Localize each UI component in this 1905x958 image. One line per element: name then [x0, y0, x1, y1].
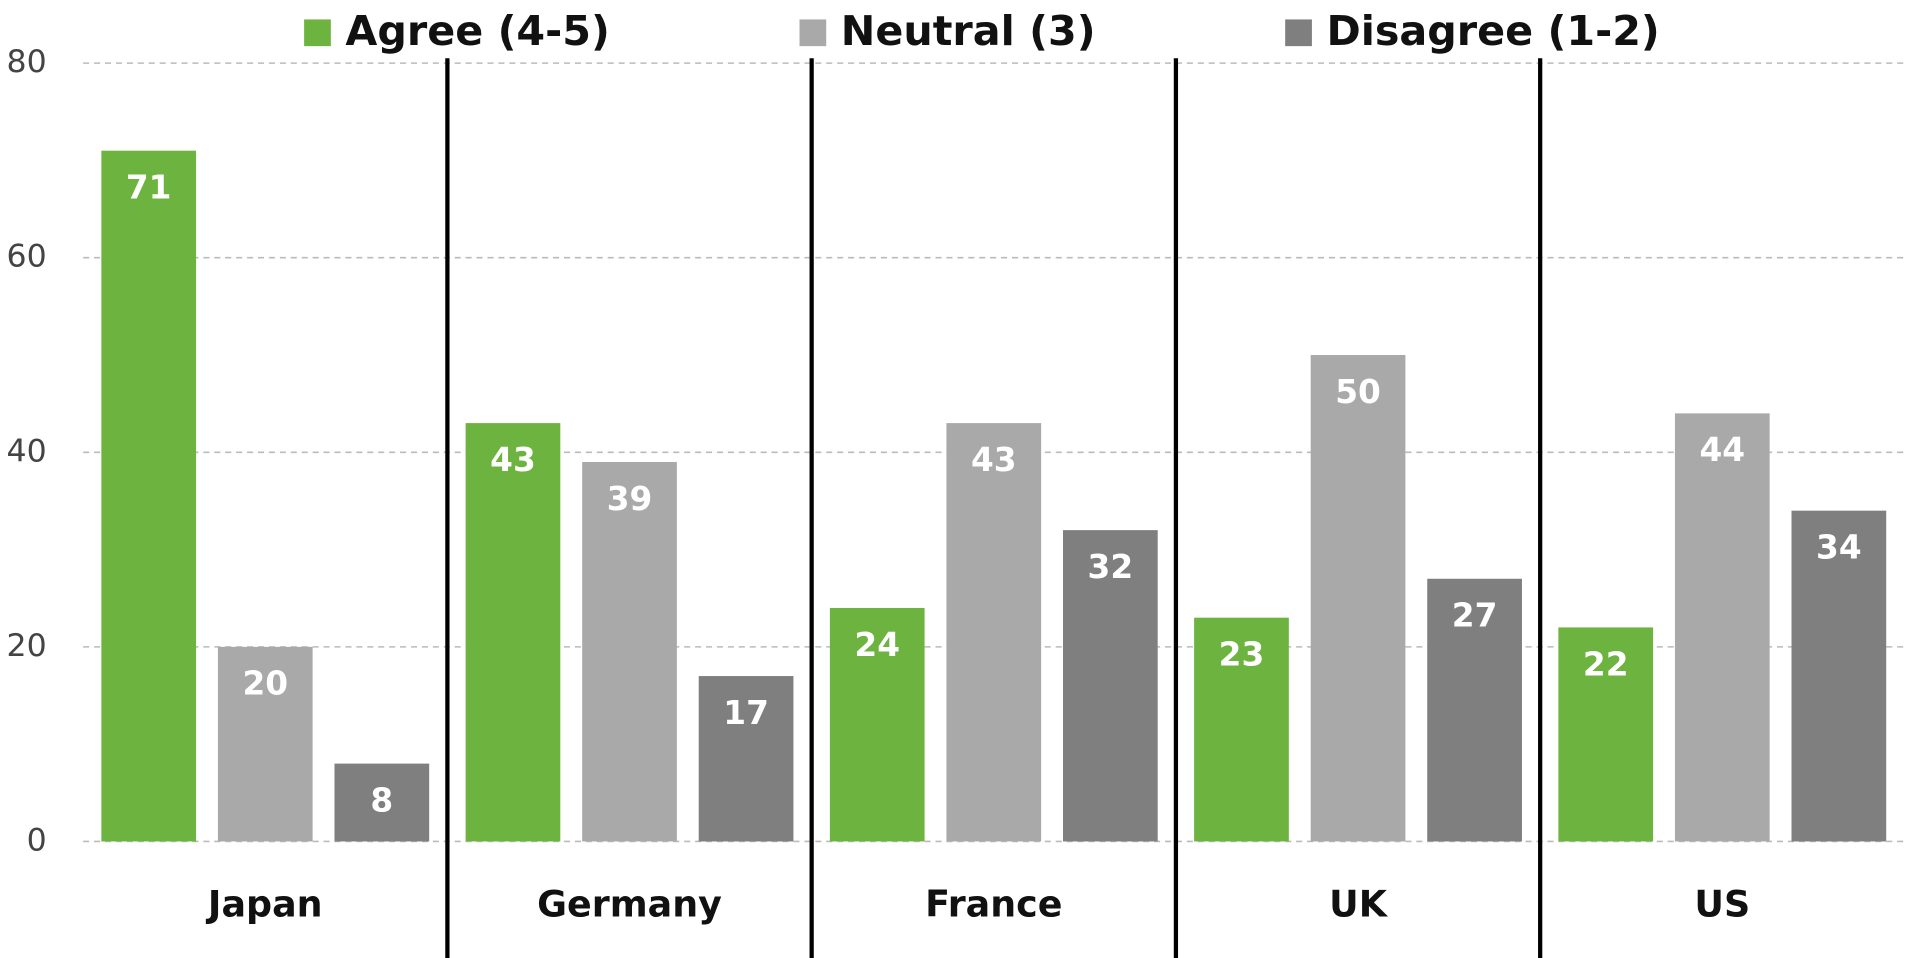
y-tick-label: 20: [7, 628, 47, 664]
data-label: 44: [1699, 431, 1745, 469]
data-label: 34: [1816, 529, 1862, 567]
y-tick-label: 0: [27, 822, 47, 858]
bar: [1791, 510, 1887, 842]
bar: [217, 646, 313, 842]
y-tick-label: 60: [7, 239, 47, 275]
data-label: 71: [126, 169, 172, 207]
bar: [1310, 355, 1406, 842]
bar: [1427, 578, 1522, 842]
x-tick-label: France: [925, 882, 1062, 925]
bar: [829, 607, 925, 842]
data-label: 24: [854, 626, 900, 664]
bar: [582, 462, 677, 842]
legend-label: Neutral (3): [841, 7, 1096, 55]
bar: [1674, 413, 1770, 842]
data-label: 20: [242, 665, 288, 703]
legend-label: Agree (4-5): [345, 7, 609, 55]
y-tick-label: 80: [7, 44, 47, 80]
bar: [1558, 627, 1654, 842]
data-label: 23: [1219, 636, 1265, 674]
data-label: 32: [1088, 548, 1134, 586]
x-tick-label: Germany: [537, 882, 722, 925]
bar: [101, 150, 197, 842]
bar: [465, 423, 561, 842]
data-label: 50: [1335, 373, 1381, 411]
y-tick-label: 40: [7, 433, 47, 469]
legend-swatch: [1285, 19, 1312, 47]
data-label: 27: [1452, 597, 1498, 635]
bar: [334, 763, 430, 842]
data-label: 22: [1583, 645, 1629, 683]
data-label: 8: [370, 781, 393, 819]
legend-label: Disagree (1-2): [1326, 7, 1659, 55]
data-label: 39: [607, 480, 653, 518]
bar: [1194, 617, 1289, 842]
x-tick-label: US: [1694, 882, 1750, 925]
x-tick-label: UK: [1329, 882, 1389, 925]
bar: [698, 676, 794, 842]
x-tick-label: Japan: [205, 882, 323, 925]
data-label: 17: [723, 694, 769, 732]
data-label: 43: [490, 441, 536, 479]
bar: [1062, 530, 1158, 842]
legend-swatch: [304, 19, 331, 47]
bar: [946, 423, 1042, 842]
legend-swatch: [799, 19, 827, 47]
data-label: 43: [971, 441, 1017, 479]
